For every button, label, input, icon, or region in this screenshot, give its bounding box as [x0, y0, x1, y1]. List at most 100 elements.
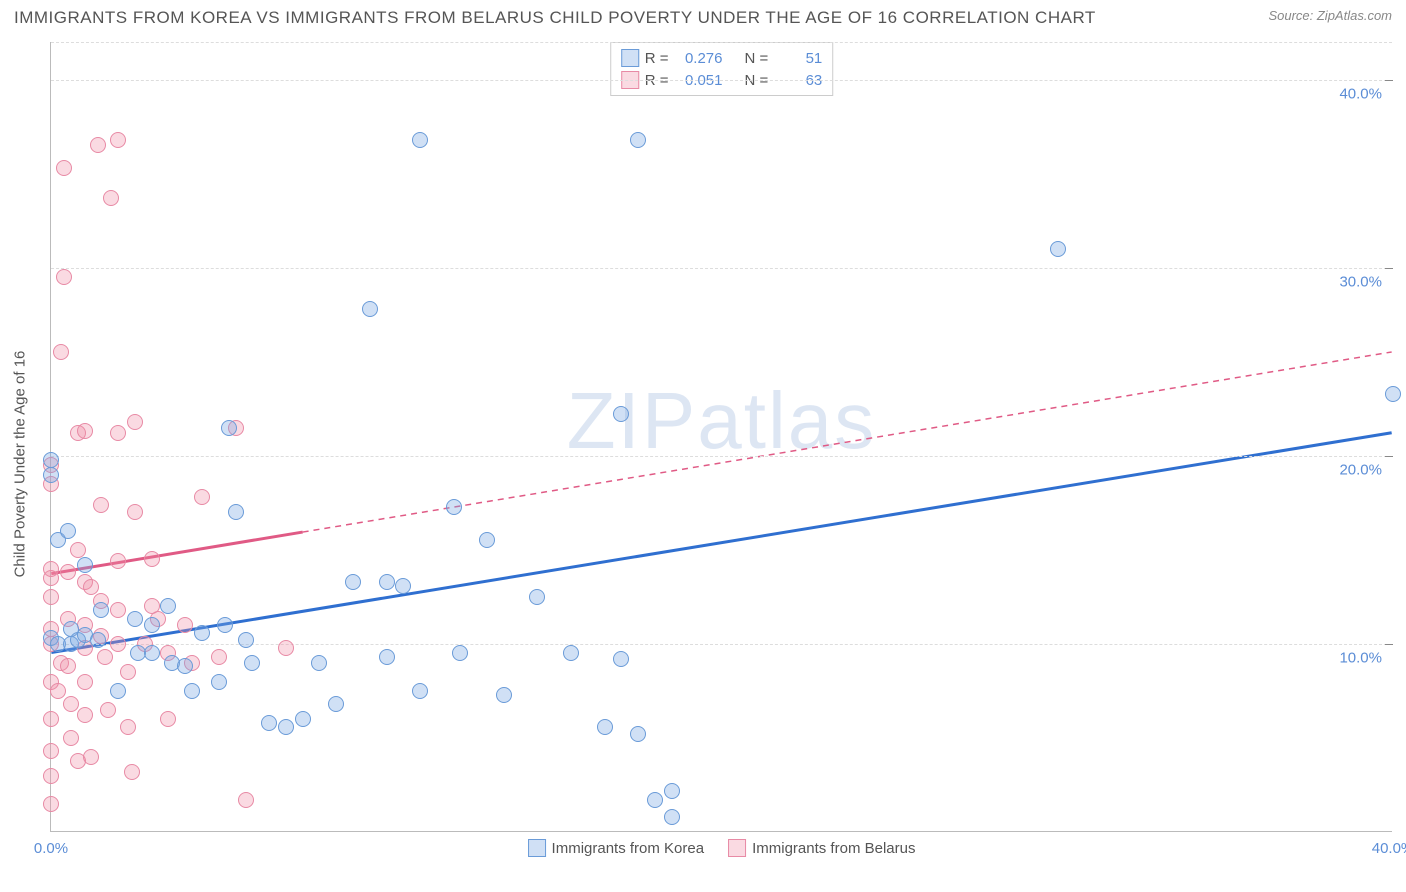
- data-point-belarus: [120, 719, 136, 735]
- data-point-korea: [1050, 241, 1066, 257]
- data-point-belarus: [63, 730, 79, 746]
- data-point-korea: [244, 655, 260, 671]
- data-point-korea: [144, 617, 160, 633]
- data-point-belarus: [43, 561, 59, 577]
- data-point-korea: [211, 674, 227, 690]
- y-tick-mark: [1385, 268, 1393, 269]
- data-point-korea: [311, 655, 327, 671]
- data-point-korea: [664, 783, 680, 799]
- y-tick-mark: [1385, 644, 1393, 645]
- legend-label-belarus: Immigrants from Belarus: [752, 840, 915, 857]
- data-point-korea: [597, 719, 613, 735]
- data-point-belarus: [43, 711, 59, 727]
- data-point-belarus: [53, 344, 69, 360]
- data-point-korea: [345, 574, 361, 590]
- chart-source: Source: ZipAtlas.com: [1268, 8, 1392, 23]
- data-point-belarus: [77, 707, 93, 723]
- data-point-korea: [217, 617, 233, 633]
- data-point-korea: [664, 809, 680, 825]
- r-value-korea: 0.276: [675, 50, 723, 67]
- data-point-korea: [238, 632, 254, 648]
- data-point-belarus: [97, 649, 113, 665]
- swatch-belarus: [728, 839, 746, 857]
- data-point-belarus: [177, 617, 193, 633]
- legend-item-belarus: Immigrants from Belarus: [728, 839, 915, 857]
- gridline: [51, 456, 1392, 457]
- data-point-korea: [1385, 386, 1401, 402]
- y-tick-label: 30.0%: [1339, 273, 1382, 290]
- data-point-belarus: [70, 542, 86, 558]
- data-point-korea: [446, 499, 462, 515]
- data-point-korea: [379, 649, 395, 665]
- data-point-korea: [43, 452, 59, 468]
- data-point-belarus: [77, 423, 93, 439]
- x-tick-label: 40.0%: [1372, 840, 1406, 857]
- data-point-korea: [160, 598, 176, 614]
- data-point-korea: [496, 687, 512, 703]
- data-point-belarus: [211, 649, 227, 665]
- r-label: R =: [645, 50, 669, 67]
- data-point-belarus: [238, 792, 254, 808]
- gridline: [51, 80, 1392, 81]
- data-point-korea: [630, 726, 646, 742]
- stats-row-korea: R = 0.276 N = 51: [621, 47, 823, 69]
- stats-legend: R = 0.276 N = 51 R = 0.051 N = 63: [610, 42, 834, 96]
- data-point-belarus: [110, 425, 126, 441]
- data-point-korea: [184, 683, 200, 699]
- data-point-korea: [177, 658, 193, 674]
- data-point-korea: [90, 632, 106, 648]
- data-point-korea: [647, 792, 663, 808]
- swatch-korea: [528, 839, 546, 857]
- y-tick-mark: [1385, 80, 1393, 81]
- gridline: [51, 268, 1392, 269]
- data-point-korea: [110, 683, 126, 699]
- data-point-belarus: [100, 702, 116, 718]
- data-point-belarus: [110, 132, 126, 148]
- data-point-belarus: [56, 269, 72, 285]
- x-tick-label: 0.0%: [34, 840, 68, 857]
- legend-label-korea: Immigrants from Korea: [552, 840, 705, 857]
- series-legend: Immigrants from Korea Immigrants from Be…: [528, 839, 916, 857]
- data-point-korea: [529, 589, 545, 605]
- data-point-korea: [221, 420, 237, 436]
- y-tick-label: 20.0%: [1339, 461, 1382, 478]
- data-point-belarus: [50, 683, 66, 699]
- data-point-korea: [43, 467, 59, 483]
- data-point-belarus: [60, 658, 76, 674]
- data-point-belarus: [43, 743, 59, 759]
- data-point-korea: [60, 523, 76, 539]
- data-point-korea: [228, 504, 244, 520]
- data-point-belarus: [110, 636, 126, 652]
- y-tick-label: 40.0%: [1339, 85, 1382, 102]
- data-point-korea: [295, 711, 311, 727]
- data-point-korea: [412, 683, 428, 699]
- chart-area: Child Poverty Under the Age of 16 ZIPatl…: [0, 36, 1406, 892]
- data-point-belarus: [63, 696, 79, 712]
- data-point-belarus: [103, 190, 119, 206]
- chart-title: IMMIGRANTS FROM KOREA VS IMMIGRANTS FROM…: [14, 8, 1096, 28]
- data-point-korea: [194, 625, 210, 641]
- gridline: [51, 42, 1392, 43]
- data-point-belarus: [77, 674, 93, 690]
- data-point-belarus: [83, 749, 99, 765]
- data-point-korea: [144, 645, 160, 661]
- data-point-belarus: [43, 768, 59, 784]
- data-point-belarus: [110, 602, 126, 618]
- data-point-korea: [379, 574, 395, 590]
- data-point-belarus: [43, 796, 59, 812]
- data-point-korea: [261, 715, 277, 731]
- data-point-korea: [93, 602, 109, 618]
- data-point-korea: [630, 132, 646, 148]
- data-point-belarus: [278, 640, 294, 656]
- data-point-korea: [278, 719, 294, 735]
- data-point-korea: [77, 557, 93, 573]
- data-point-korea: [362, 301, 378, 317]
- data-point-belarus: [127, 504, 143, 520]
- data-point-belarus: [144, 551, 160, 567]
- data-point-belarus: [60, 564, 76, 580]
- trend-lines: [51, 42, 1392, 831]
- data-point-belarus: [43, 589, 59, 605]
- data-point-belarus: [93, 497, 109, 513]
- n-value-korea: 51: [774, 50, 822, 67]
- data-point-korea: [127, 611, 143, 627]
